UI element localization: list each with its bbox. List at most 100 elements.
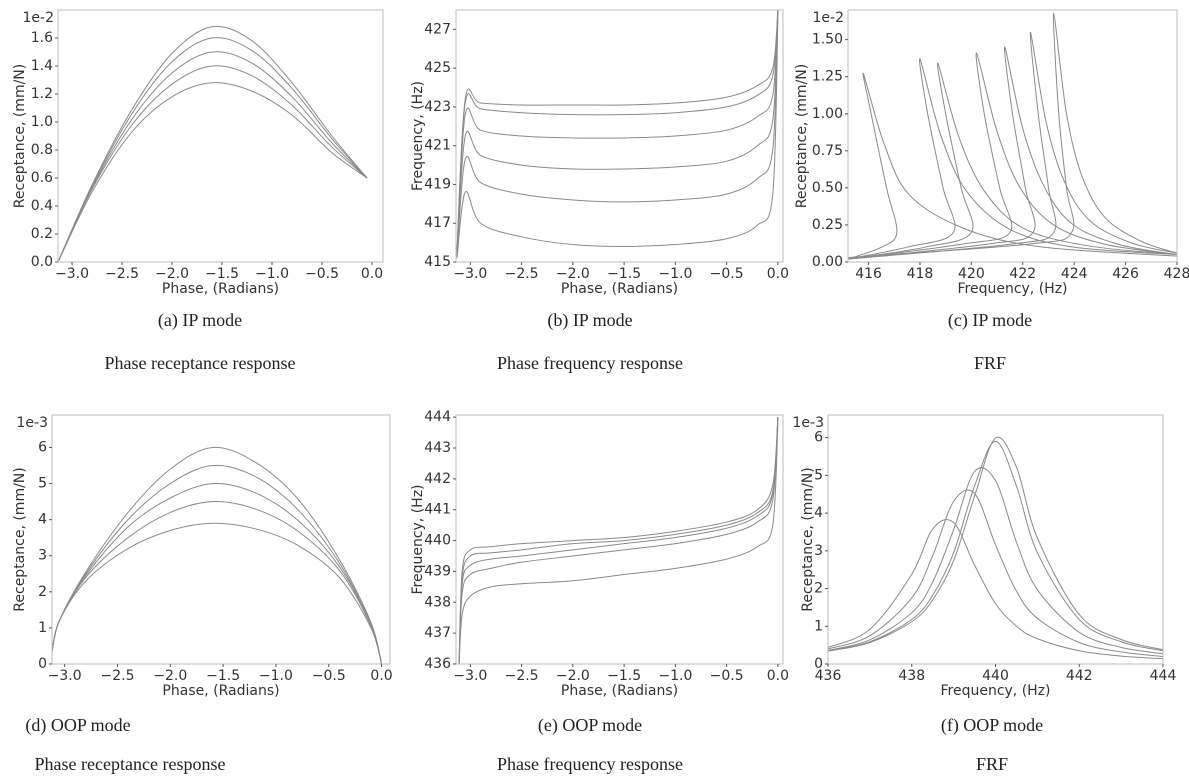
x-axis-label: Frequency, (Hz) <box>957 281 1067 297</box>
y-tick-label: 1.25 <box>812 69 843 85</box>
x-axis-label: Phase, (Radians) <box>162 281 279 297</box>
y-tick-label: 415 <box>424 254 451 270</box>
subcaption: FRF <box>976 754 1008 774</box>
y-multiplier: 1e-2 <box>23 10 54 26</box>
x-tick-label: −2.0 <box>556 266 590 282</box>
frame <box>57 9 384 263</box>
x-tick-label: 440 <box>982 668 1009 684</box>
x-tick-label: 418 <box>907 266 934 282</box>
frame <box>455 9 784 263</box>
x-tick-label: 426 <box>1112 266 1139 282</box>
x-tick-label: 0.0 <box>370 668 392 684</box>
plot-area <box>58 25 368 262</box>
caption: (a) IP mode <box>158 310 242 331</box>
x-tick-label: −1.5 <box>607 266 641 282</box>
y-tick-label: 419 <box>424 176 451 192</box>
y-tick-label: 2 <box>814 581 823 597</box>
x-tick-label: −0.5 <box>710 266 744 282</box>
x-tick-label: 428 <box>1164 266 1189 282</box>
curve <box>848 46 1177 260</box>
y-axis-label: Frequency, (Hz) <box>410 81 426 191</box>
y-tick-label: 437 <box>424 625 451 641</box>
y-tick-label: 1 <box>38 620 47 636</box>
y-tick-label: 0 <box>38 656 47 672</box>
y-tick-label: 440 <box>424 533 451 549</box>
y-axis-label: Receptance, (mm/N) <box>800 467 816 611</box>
x-tick-label: −1.0 <box>658 266 692 282</box>
curve <box>52 522 383 664</box>
y-axis-label: Frequency, (Hz) <box>410 484 426 594</box>
frame <box>51 414 391 665</box>
x-tick-label: −1.5 <box>607 668 641 684</box>
x-tick-label: −1.0 <box>259 668 293 684</box>
y-tick-label: 0 <box>814 656 823 672</box>
y-tick-label: 5 <box>38 476 47 492</box>
curve <box>458 417 779 664</box>
curve <box>58 25 368 262</box>
x-tick-label: −2.0 <box>155 266 189 282</box>
curve <box>456 10 779 255</box>
y-multiplier: 1e-3 <box>793 415 824 431</box>
curve <box>828 440 1163 652</box>
curve <box>458 417 779 664</box>
x-axis-label: Phase, (Radians) <box>162 683 279 699</box>
x-tick-label: −2.5 <box>505 266 539 282</box>
y-tick-label: 2 <box>38 584 47 600</box>
curve <box>848 31 1177 260</box>
y-tick-label: 1 <box>814 618 823 634</box>
y-tick-label: 0.2 <box>31 226 53 242</box>
x-tick-label: 444 <box>1150 668 1177 684</box>
plot-area <box>456 10 779 259</box>
y-tick-label: 0.50 <box>812 180 843 196</box>
subcaption: Phase receptance response <box>35 754 226 774</box>
curve <box>828 489 1163 657</box>
y-tick-label: 1.0 <box>31 114 53 130</box>
subcaption: FRF <box>974 353 1006 373</box>
y-tick-label: 0.8 <box>31 142 53 158</box>
subcaption: Phase frequency response <box>497 754 683 774</box>
curve <box>58 37 368 262</box>
curve <box>848 12 1177 259</box>
y-tick-label: 443 <box>424 440 451 456</box>
x-tick-label: −2.0 <box>153 668 187 684</box>
y-tick-label: 1.50 <box>812 32 843 48</box>
y-tick-label: 4 <box>814 505 823 521</box>
x-tick-label: 424 <box>1061 266 1088 282</box>
y-tick-label: 0.0 <box>31 254 53 270</box>
y-axis-label: Receptance, (mm/N) <box>794 64 810 208</box>
y-tick-label: 0.4 <box>31 198 53 214</box>
y-tick-label: 0.6 <box>31 170 53 186</box>
x-tick-label: −2.5 <box>105 266 139 282</box>
curve <box>848 58 1177 260</box>
caption: (e) OOP mode <box>538 715 642 736</box>
x-axis-label: Phase, (Radians) <box>561 683 678 699</box>
subcaption: Phase receptance response <box>105 353 296 373</box>
curve <box>52 482 383 664</box>
x-tick-label: 416 <box>855 266 882 282</box>
x-tick-label: −3.0 <box>48 668 82 684</box>
x-tick-label: 436 <box>815 668 842 684</box>
plot-area <box>828 436 1163 660</box>
curve <box>52 501 383 664</box>
y-tick-label: 421 <box>424 138 451 154</box>
y-tick-label: 1.00 <box>812 106 843 122</box>
x-tick-label: −1.5 <box>205 266 239 282</box>
y-tick-label: 444 <box>424 409 451 425</box>
curve <box>52 464 383 664</box>
x-tick-label: −3.0 <box>453 668 487 684</box>
x-tick-label: 0.0 <box>361 266 383 282</box>
frame <box>827 414 1164 665</box>
y-tick-label: 0.25 <box>812 217 843 233</box>
x-tick-label: 442 <box>1066 668 1093 684</box>
y-axis-label: Receptance, (mm/N) <box>12 64 28 208</box>
x-tick-label: 0.0 <box>767 668 789 684</box>
y-tick-label: 0.00 <box>812 254 843 270</box>
curve <box>828 436 1163 652</box>
curve <box>848 52 1177 260</box>
y-tick-label: 5 <box>814 467 823 483</box>
x-tick-label: 420 <box>958 266 985 282</box>
caption: (f) OOP mode <box>941 715 1043 736</box>
x-tick-label: −0.5 <box>710 668 744 684</box>
curve <box>848 72 1177 260</box>
